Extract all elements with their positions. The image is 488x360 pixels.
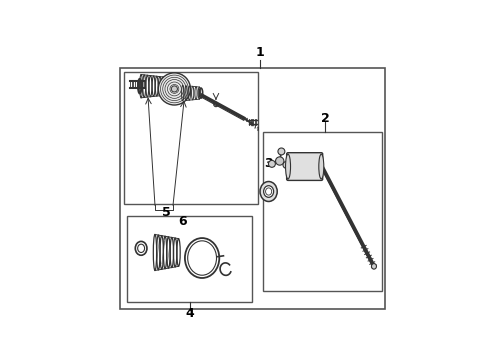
Ellipse shape: [171, 86, 177, 92]
Ellipse shape: [260, 181, 277, 202]
FancyBboxPatch shape: [286, 153, 322, 180]
Text: 4: 4: [185, 307, 194, 320]
Ellipse shape: [283, 161, 289, 168]
Ellipse shape: [158, 73, 190, 105]
Text: 2: 2: [321, 112, 329, 125]
Bar: [120, 68, 384, 309]
Text: 3: 3: [264, 157, 272, 170]
Ellipse shape: [277, 148, 285, 155]
Ellipse shape: [268, 161, 275, 167]
Bar: [124, 72, 257, 204]
Text: 1: 1: [255, 46, 264, 59]
Ellipse shape: [371, 264, 376, 269]
Ellipse shape: [285, 154, 290, 179]
Ellipse shape: [263, 186, 273, 197]
Text: 6: 6: [178, 216, 186, 229]
Bar: [127, 216, 251, 302]
Bar: [263, 132, 382, 291]
Text: 5: 5: [162, 206, 170, 219]
Ellipse shape: [275, 157, 284, 165]
Ellipse shape: [318, 154, 323, 179]
